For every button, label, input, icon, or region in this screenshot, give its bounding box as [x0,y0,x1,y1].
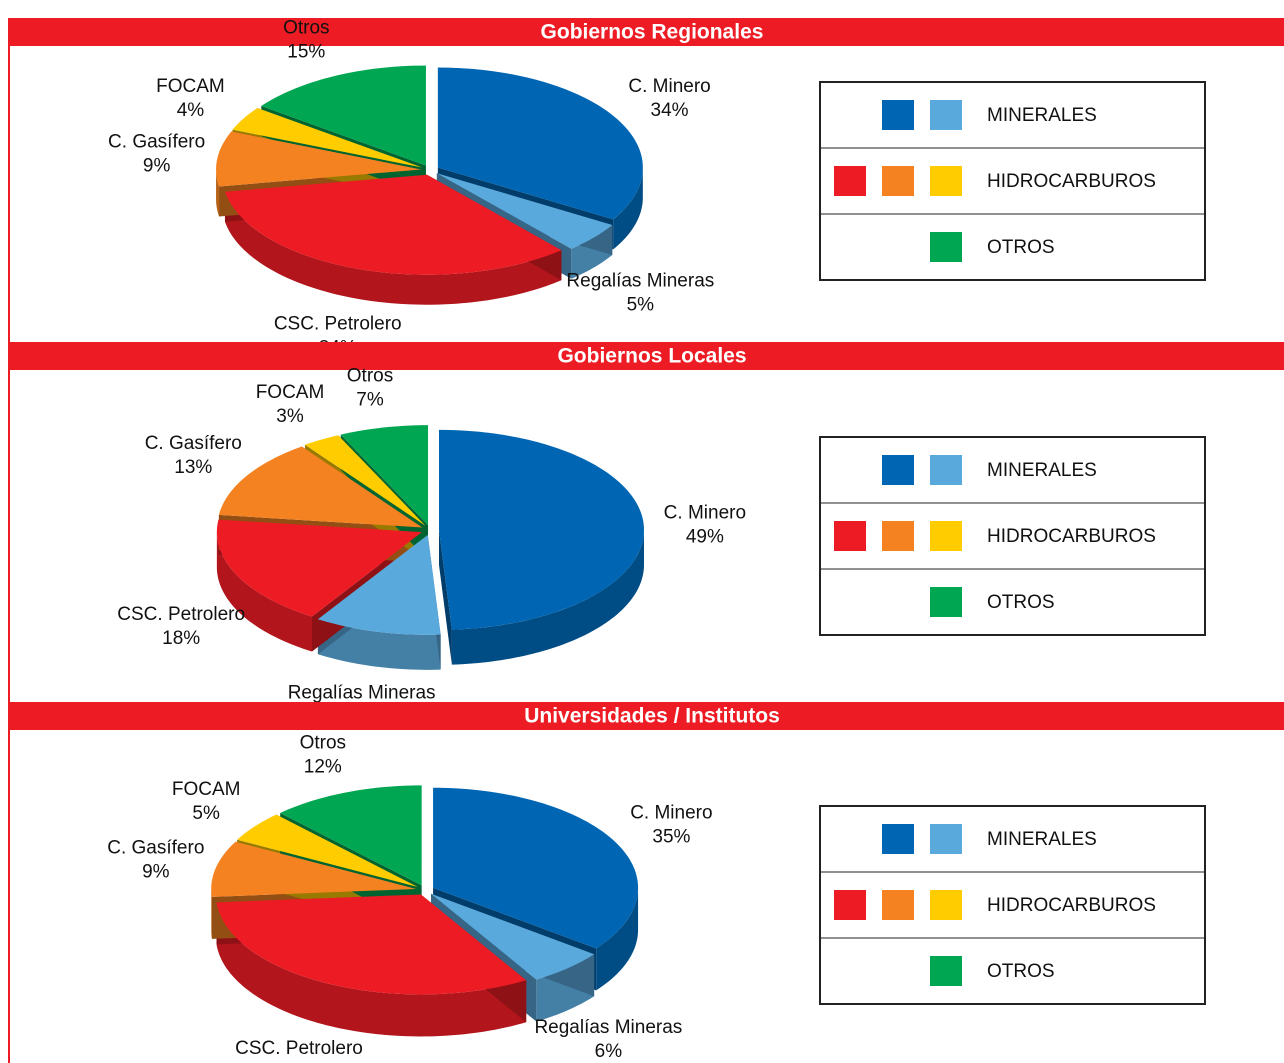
slice-label: FOCAM [172,779,241,800]
slice-label: CSC. Petrolero [235,1038,363,1059]
legend-label: OTROS [987,592,1055,613]
slice [232,108,423,168]
legend-swatch [930,824,962,854]
slice [304,435,426,526]
slice-value-label: 12% [304,756,342,777]
slice-side [596,887,639,991]
slice-value-label: 7% [356,390,384,411]
legend-swatch [930,956,962,986]
legend-swatch [882,455,914,485]
legend-label: MINERALES [987,460,1097,481]
legend-swatch [930,587,962,617]
section-title: Gobiernos Regionales [541,21,764,44]
slice-value-label: 15% [287,42,325,63]
slice-value-label: 5% [627,294,655,315]
slice-label: Otros [347,366,393,387]
slice-label: CSC. Petrolero [274,314,402,335]
slice-side [216,532,313,652]
legend-swatch [930,232,962,262]
section-header [9,18,1284,46]
legend-label: HIDROCARBUROS [987,171,1156,192]
legend-label: MINERALES [987,105,1097,126]
slice-side [216,902,527,1037]
slice [433,787,639,949]
legend-swatch [930,890,962,920]
slice [237,814,418,887]
slice-side [317,619,441,670]
legend-label: OTROS [987,237,1055,258]
legend-swatch [930,521,962,551]
legend-label: HIDROCARBUROS [987,895,1156,916]
slice [431,893,595,980]
slice [317,534,441,635]
slice [261,65,426,166]
slice [216,519,422,617]
slice-label: FOCAM [156,76,225,97]
legend-label: OTROS [987,961,1055,982]
slice-value-label: 18% [162,628,200,649]
slice [280,785,422,886]
slice-wall [438,529,452,665]
slice [436,173,613,249]
slice-value-label: 4% [177,100,205,121]
slice-label: Regalías Mineras [534,1017,682,1038]
slice-label: CSC. Petrolero [117,604,245,625]
slice-label: Otros [283,18,329,39]
legend-swatch [834,521,866,551]
legend-swatch [882,890,914,920]
legend-swatch [930,100,962,130]
slice-value-label: 49% [686,526,724,547]
slice-label: Regalías Mineras [288,682,436,703]
legend-label: MINERALES [987,829,1097,850]
slice-value-label: 13% [174,457,212,478]
legend-swatch [834,166,866,196]
slice [218,446,423,528]
legend-label: HIDROCARBUROS [987,526,1156,547]
section-title: Universidades / Institutos [524,705,780,728]
slice-side [451,529,644,665]
slice [437,67,643,220]
section-header [9,702,1284,730]
slice-label: C. Minero [630,803,712,824]
slice-side [224,191,562,305]
slice-value-label: 34% [651,100,689,121]
slice [216,894,527,995]
legend-swatch [834,890,866,920]
slice-label: C. Minero [628,76,710,97]
slice-label: C. Gasífero [108,131,205,152]
section-header [9,342,1284,370]
legend-swatch [882,521,914,551]
section-title: Gobiernos Locales [557,345,746,368]
slice-label: FOCAM [256,382,325,403]
slice-value-label: 5% [192,803,220,824]
slice-side [211,888,212,939]
slice [438,429,644,630]
legend-swatch [930,166,962,196]
slice-value-label: 6% [595,1041,623,1062]
slice-value-label: 35% [652,827,690,848]
slice-label: Regalías Mineras [566,270,714,291]
slice-value-label: 9% [142,861,170,882]
legend-swatch [882,166,914,196]
legend-swatch [882,824,914,854]
slice-value-label: 32% [280,1062,318,1063]
slice-label: C. Minero [664,502,746,523]
slice [211,841,417,897]
legend-swatch [930,455,962,485]
slice [340,425,429,526]
slice-side [613,167,643,250]
slice-side [216,169,220,217]
legend-swatch [882,100,914,130]
slice-value-label: 3% [276,406,304,427]
slice [224,174,562,275]
slice-label: C. Gasífero [145,433,242,454]
slice-value-label: 9% [143,155,171,176]
slice-label: C. Gasífero [107,837,204,858]
slice-label: Otros [300,732,346,753]
slice [216,131,422,187]
